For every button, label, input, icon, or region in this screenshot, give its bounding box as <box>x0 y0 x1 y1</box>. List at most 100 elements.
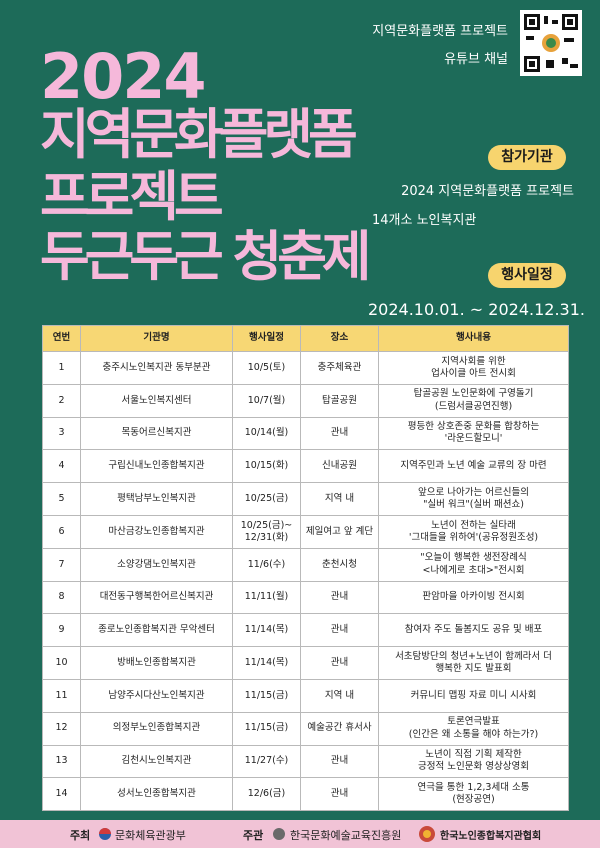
participants-label: 참가기관 <box>488 145 566 170</box>
table-row: 14 성서노인종합복지관 12/6(금) 관내 연극을 통한 1,2,3세대 소통 (현… <box>42 777 569 812</box>
table-row: 1 충주시노인복지관 동부분관 10/5(토) 충주체육관 지역사회를 위한 업사이클 … <box>42 351 569 385</box>
table-cell: 서울노인복지센터 <box>80 383 233 418</box>
table-cell: 3 <box>42 416 81 451</box>
table-cell: 목동어르신복지관 <box>80 416 233 451</box>
table-cell: 4 <box>42 449 81 484</box>
table-cell: 예술공간 휴서사 <box>300 711 379 746</box>
schedule-period: 2024.10.01. ~ 2024.12.31. <box>368 300 585 319</box>
table-cell: 11 <box>42 678 81 713</box>
table-row: 7 소양강댐노인복지관 11/6(수) 춘천시청 "오늘이 행복한 생전장례식 <나에게… <box>42 547 569 582</box>
table-cell: 노년이 전하는 실타래 '그대들을 위하여'(공유정원조성) <box>378 514 569 549</box>
table-cell: 지역 내 <box>300 482 379 516</box>
partner-name: 한국노인종합복지관협회 <box>440 831 542 842</box>
table-cell: 판암마을 아카이빙 전시회 <box>378 580 569 615</box>
table-cell: 관내 <box>300 744 379 779</box>
partner-logo <box>419 826 435 842</box>
table-cell: 탑골공원 <box>300 383 379 418</box>
footer: 주최 문화체육관광부 주관 한국문화예술교육진흥원 한국노인종합복지관협회 <box>0 820 600 848</box>
table-cell: 12 <box>42 711 81 746</box>
header-cell: 연번 <box>42 325 81 352</box>
table-cell: 탑골공원 노인문화에 구영돌기 (드럼서클공연진행) <box>378 383 569 418</box>
table-cell: 11/6(수) <box>232 547 301 582</box>
table-row: 5 평택남부노인복지관 10/25(금) 지역 내 앞으로 나아가는 어르신들의 "실버… <box>42 482 569 516</box>
table-cell: 커뮤니티 맵핑 자료 미니 시사회 <box>378 678 569 713</box>
table-cell: 연극을 통한 1,2,3세대 소통 (현장공연) <box>378 777 569 812</box>
table-cell: 14 <box>42 777 81 812</box>
table-cell: 제일여고 앞 계단 <box>300 514 379 549</box>
table-cell: 대전동구행복한어르신복지관 <box>80 580 233 615</box>
table-cell: 10/25(금) <box>232 482 301 516</box>
table-cell: 평등한 상호존중 문화를 합창하는 '라운드할모니' <box>378 416 569 451</box>
table-cell: 의정부노인종합복지관 <box>80 711 233 746</box>
schedule-label: 행사일정 <box>488 263 566 288</box>
table-cell: 13 <box>42 744 81 779</box>
table-cell: 방배노인종합복지관 <box>80 646 233 680</box>
table-cell: 충주시노인복지관 동부분관 <box>80 351 233 385</box>
table-cell: 신내공원 <box>300 449 379 484</box>
host-name: 문화체육관광부 <box>115 829 186 842</box>
table-cell: 10/25(금)~ 12/31(화) <box>232 514 301 549</box>
qr-caption: 유튜브 채널 <box>444 52 508 67</box>
header-row: 연번 기관명 행사일정 장소 행사내용 <box>42 325 569 352</box>
table-cell: 충주체육관 <box>300 351 379 385</box>
table-row: 12 의정부노인종합복지관 11/15(금) 예술공간 휴서사 토론연극발표 (인간은 … <box>42 711 569 746</box>
qr-code[interactable] <box>520 10 582 76</box>
table-row: 9 종로노인종합복지관 무악센터 11/14(목) 관내 참여자 주도 돌봄지도 공유 … <box>42 613 569 648</box>
table-cell: 관내 <box>300 613 379 648</box>
table-cell: 6 <box>42 514 81 549</box>
table-cell: 마산금강노인종합복지관 <box>80 514 233 549</box>
table-cell: 구립신내노인종합복지관 <box>80 449 233 484</box>
header-cell: 기관명 <box>80 325 233 352</box>
year: 2024 <box>40 40 207 113</box>
table-cell: 10/14(월) <box>232 416 301 451</box>
table-cell: 2 <box>42 383 81 418</box>
title-line: 두근두근 청춘제 <box>40 225 372 288</box>
table-cell: 지역주민과 노년 예술 교류의 장 마련 <box>378 449 569 484</box>
table-cell: 관내 <box>300 646 379 680</box>
table-cell: 11/14(목) <box>232 646 301 680</box>
table-cell: 11/14(목) <box>232 613 301 648</box>
table-cell: 11/27(수) <box>232 744 301 779</box>
table-cell: 소양강댐노인복지관 <box>80 547 233 582</box>
table-cell: 토론연극발표 (인간은 왜 소통을 해야 하는가?) <box>378 711 569 746</box>
host-label: 주최 <box>70 829 91 842</box>
table-row: 2 서울노인복지센터 10/7(월) 탑골공원 탑골공원 노인문화에 구영돌기 (드럼서… <box>42 383 569 418</box>
table-cell: 지역사회를 위한 업사이클 아트 전시회 <box>378 351 569 385</box>
table-row: 3 목동어르신복지관 10/14(월) 관내 평등한 상호존중 문화를 합창하는 '라운… <box>42 416 569 451</box>
table-row: 13 김천시노인복지관 11/27(수) 관내 노년이 직접 기획 제작한 긍정적 노인… <box>42 744 569 779</box>
table-cell: 8 <box>42 580 81 615</box>
participants-line: 2024 지역문화플랫폼 프로젝트 <box>401 184 574 199</box>
table-row: 10 방배노인종합복지관 11/14(목) 관내 서초탐방단의 청년+노년이 함께라서 … <box>42 646 569 680</box>
table-cell: 평택남부노인복지관 <box>80 482 233 516</box>
organizer-name: 한국문화예술교육진흥원 <box>290 829 402 842</box>
table-cell: 참여자 주도 돌봄지도 공유 및 배포 <box>378 613 569 648</box>
table-cell: 관내 <box>300 416 379 451</box>
table-cell: 관내 <box>300 777 379 812</box>
table-cell: 10/7(월) <box>232 383 301 418</box>
event-table: 연번 기관명 행사일정 장소 행사내용 1 충주시노인복지관 동부분관 10/5(토) 충주체… <box>42 325 569 812</box>
header-cell: 행사일정 <box>232 325 301 352</box>
table-cell: 성서노인종합복지관 <box>80 777 233 812</box>
table-cell: 9 <box>42 613 81 648</box>
table-cell: 7 <box>42 547 81 582</box>
table-cell: 10/15(화) <box>232 449 301 484</box>
table-cell: 앞으로 나아가는 어르신들의 "실버 워크"(실버 패션쇼) <box>378 482 569 516</box>
title-line: 지역문화플랫폼 <box>40 103 358 166</box>
organizer-label: 주관 <box>243 829 264 842</box>
title-line: 프로젝트 <box>40 165 224 228</box>
table-cell: 12/6(금) <box>232 777 301 812</box>
host-logo <box>99 828 111 840</box>
header-cell: 행사내용 <box>378 325 569 352</box>
table-cell: 10/5(토) <box>232 351 301 385</box>
table-cell: 11/15(금) <box>232 678 301 713</box>
table-row: 11 남양주시다산노인복지관 11/15(금) 지역 내 커뮤니티 맵핑 자료 미니 시… <box>42 678 569 713</box>
qr-caption: 지역문화플랫폼 프로젝트 <box>372 24 508 39</box>
table-cell: 김천시노인복지관 <box>80 744 233 779</box>
organizer-logo <box>273 828 285 840</box>
table-cell: 5 <box>42 482 81 516</box>
table-cell: 춘천시청 <box>300 547 379 582</box>
table-cell: 서초탐방단의 청년+노년이 함께라서 더 행복한 지도 발표회 <box>378 646 569 680</box>
table-cell: 지역 내 <box>300 678 379 713</box>
table-cell: 노년이 직접 기획 제작한 긍정적 노인문화 영상상영회 <box>378 744 569 779</box>
